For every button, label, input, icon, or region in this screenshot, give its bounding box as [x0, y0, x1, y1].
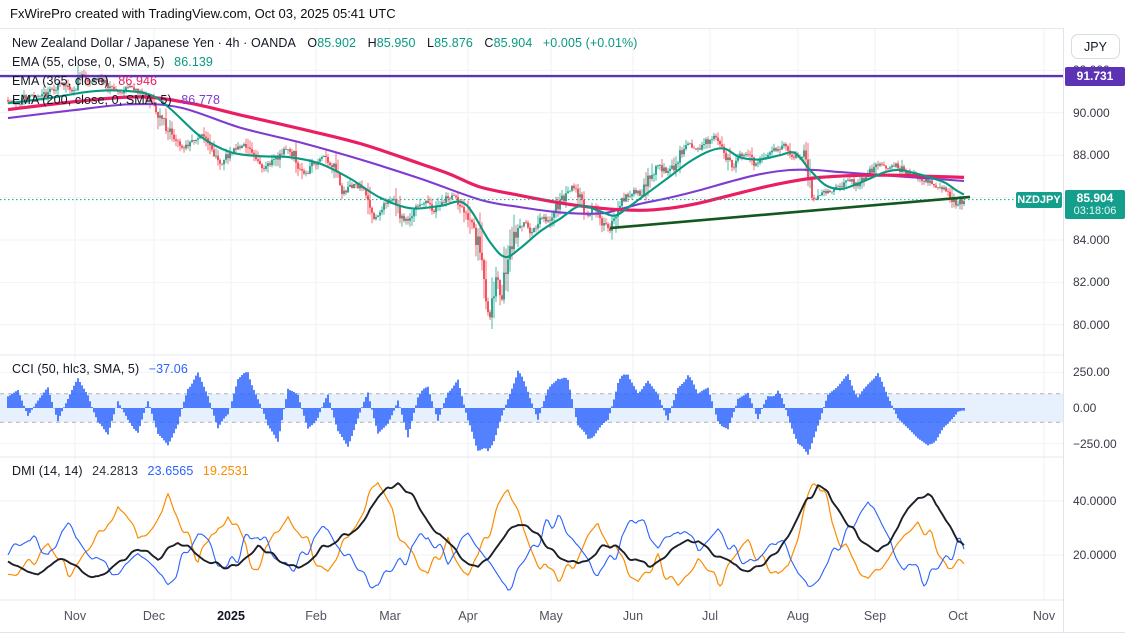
widget-bottom-border: [0, 632, 1125, 633]
ema365-line: [7, 95, 965, 212]
dmi-adx-value: 24.2813: [92, 464, 139, 478]
time-tick-Sep: Sep: [863, 609, 887, 623]
dmi-label: DMI (14, 14): [12, 464, 83, 478]
currency-toggle-button[interactable]: JPY: [1071, 34, 1120, 59]
ema55-label: EMA (55, close, 0, SMA, 5): [12, 55, 165, 69]
cci-tick--250: −250.00: [1073, 436, 1117, 451]
symbol-title: New Zealand Dollar / Japanese Yen · 4h ·…: [12, 36, 296, 50]
dmi-tick-40: 40.0000: [1073, 494, 1117, 508]
last-price-value: 85.904: [1076, 191, 1114, 206]
cci-legend-row[interactable]: CCI (50, hlc3, SMA, 5) −37.06: [12, 362, 188, 376]
time-tick-Apr: Apr: [458, 609, 478, 623]
price-tick-80.000: 80.000: [1073, 317, 1110, 332]
candles-layer: [7, 65, 965, 329]
time-tick-Mar: Mar: [379, 609, 401, 623]
ema365-label: EMA (365, close): [12, 74, 109, 88]
time-axis[interactable]: Nov Dec 2025 Feb Mar Apr May Jun Jul Aug Sep Oct Nov: [0, 600, 1063, 632]
dmi-adx-line: [7, 482, 965, 579]
time-tick-May: May: [539, 609, 563, 623]
price-change: +0.005 (+0.01%): [542, 36, 638, 50]
cci-value: −37.06: [148, 362, 188, 376]
ema200-label: EMA (200, close, 0, SMA, 5): [12, 93, 172, 107]
time-tick-2025: 2025: [217, 609, 245, 623]
dmi-tick-20: 20.0000: [1073, 548, 1117, 562]
cci-label: CCI (50, hlc3, SMA, 5): [12, 362, 140, 376]
cci-histogram: [7, 370, 965, 455]
price-tick-88.000: 88.000: [1073, 148, 1110, 163]
time-tick-Aug: Aug: [786, 609, 810, 623]
time-tick-Jun: Jun: [622, 609, 644, 623]
attribution-text: FxWirePro created with TradingView.com, …: [10, 6, 396, 21]
ohlc-low-label: L: [427, 36, 435, 50]
time-tick-Nov: Nov: [1032, 609, 1056, 623]
ohlc-close-value: 85.904: [493, 36, 533, 50]
time-tick-Oct: Oct: [948, 609, 968, 623]
dmi-legend-row[interactable]: DMI (14, 14) 24.2813 23.6565 19.2531: [12, 464, 249, 478]
ohlc-close-label: C: [484, 36, 494, 50]
dmi-minus-di-line: [7, 482, 965, 587]
ohlc-low-value: 85.876: [434, 36, 473, 50]
ohlc-open-value: 85.902: [317, 36, 357, 50]
cci-tick-250: 250.00: [1073, 365, 1110, 380]
time-tick-Jul: Jul: [702, 609, 718, 623]
ema200-value: 86.778: [181, 93, 221, 107]
price-axis-panel[interactable]: JPY 91.731 85.904 03:18:06 92.00090.0008…: [1063, 28, 1125, 632]
widget-top-border: [0, 28, 1125, 29]
ema200-legend-row[interactable]: EMA (200, close, 0, SMA, 5) 86.778: [12, 93, 220, 107]
dmi-minus-di-value: 19.2531: [202, 464, 249, 478]
cci-tick-0: 0.00: [1073, 401, 1097, 415]
dmi-plus-di-line: [7, 501, 965, 591]
symbol-price-chip: NZDJPY: [1016, 191, 1062, 208]
price-tick-84.000: 84.000: [1073, 232, 1110, 247]
time-tick-Dec: Dec: [142, 609, 166, 623]
symbol-legend-row[interactable]: New Zealand Dollar / Japanese Yen · 4h ·…: [12, 36, 638, 50]
ohlc-open-label: O: [307, 36, 318, 50]
price-tick-82.000: 82.000: [1073, 275, 1110, 290]
time-tick-Feb: Feb: [305, 609, 327, 623]
bar-countdown: 03:18:06: [1073, 205, 1117, 218]
ema365-legend-row[interactable]: EMA (365, close) 86.946: [12, 74, 157, 88]
ema55-value: 86.139: [174, 55, 213, 69]
trendline[interactable]: [609, 195, 971, 230]
ohlc-high-value: 85.950: [376, 36, 416, 50]
time-tick-Nov: Nov: [63, 609, 87, 623]
ema55-line: [7, 89, 965, 259]
price-tick-90.000: 90.000: [1073, 105, 1110, 120]
last-price-badge: 85.904 03:18:06: [1065, 190, 1125, 220]
ohlc-high-label: H: [367, 36, 377, 50]
dmi-plus-di-value: 23.6565: [147, 464, 194, 478]
ray-price-badge: 91.731: [1065, 66, 1125, 86]
ema55-legend-row[interactable]: EMA (55, close, 0, SMA, 5) 86.139: [12, 55, 213, 69]
ema365-value: 86.946: [118, 74, 158, 88]
